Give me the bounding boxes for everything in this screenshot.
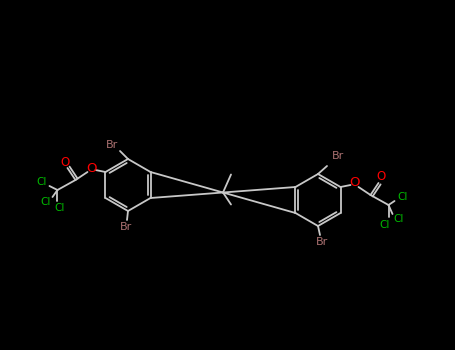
Text: O: O <box>61 155 70 168</box>
Text: Br: Br <box>120 222 132 232</box>
Text: O: O <box>86 161 97 175</box>
Text: Br: Br <box>332 151 344 161</box>
Text: O: O <box>349 176 360 189</box>
Text: Br: Br <box>106 140 118 150</box>
Text: Cl: Cl <box>379 220 389 230</box>
Text: Cl: Cl <box>397 192 408 202</box>
Text: Cl: Cl <box>54 203 65 213</box>
Text: Cl: Cl <box>40 197 51 207</box>
Text: Cl: Cl <box>36 177 47 187</box>
Text: O: O <box>376 170 385 183</box>
Text: Cl: Cl <box>393 214 404 224</box>
Text: Br: Br <box>316 237 328 247</box>
